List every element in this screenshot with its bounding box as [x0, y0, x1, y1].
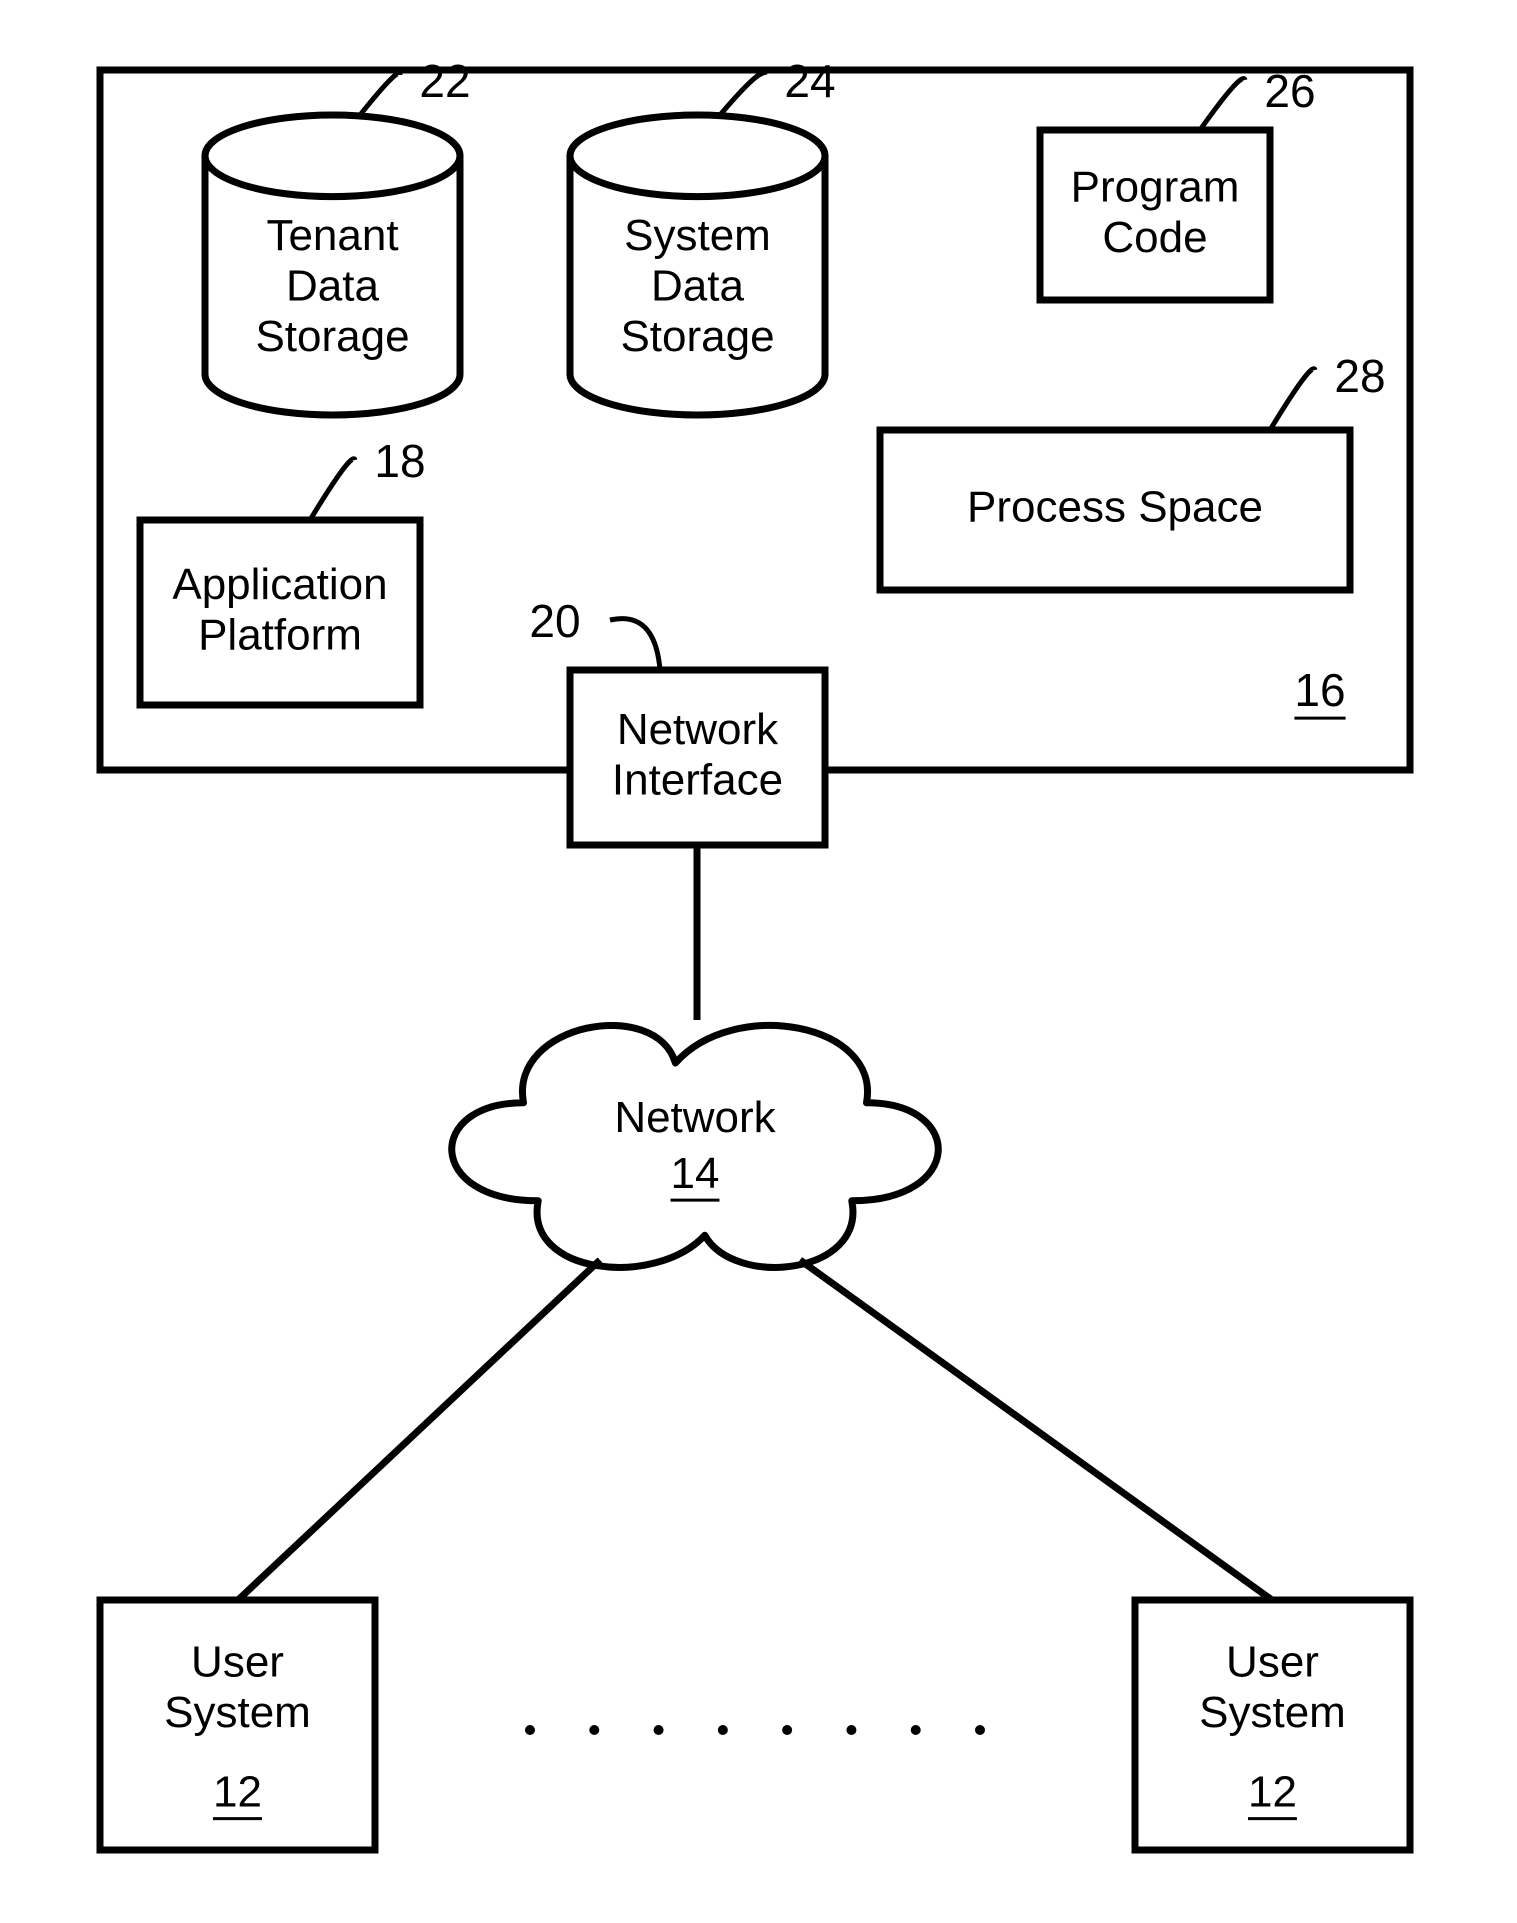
svg-text:Program: Program — [1071, 162, 1240, 211]
ellipsis-dot — [718, 1725, 728, 1735]
svg-text:16: 16 — [1294, 664, 1345, 716]
svg-text:22: 22 — [419, 55, 470, 107]
ellipsis-dot — [782, 1725, 792, 1735]
svg-text:User: User — [1226, 1637, 1319, 1686]
svg-text:Storage: Storage — [255, 312, 409, 361]
svg-text:28: 28 — [1334, 350, 1385, 402]
svg-text:Platform: Platform — [198, 610, 362, 659]
svg-text:System: System — [1199, 1688, 1346, 1737]
svg-text:26: 26 — [1264, 65, 1315, 117]
ellipsis-dot — [589, 1725, 599, 1735]
ellipsis-dot — [846, 1725, 856, 1735]
svg-text:20: 20 — [529, 595, 580, 647]
svg-text:User: User — [191, 1637, 284, 1686]
svg-text:12: 12 — [1248, 1768, 1297, 1817]
ellipsis-dot — [975, 1725, 985, 1735]
svg-text:Network: Network — [617, 705, 779, 754]
svg-text:Code: Code — [1102, 213, 1207, 262]
svg-text:System: System — [624, 211, 771, 260]
svg-text:12: 12 — [213, 1768, 262, 1817]
svg-text:Application: Application — [172, 560, 387, 609]
svg-text:Network: Network — [614, 1093, 776, 1142]
svg-text:System: System — [164, 1688, 311, 1737]
svg-text:Data: Data — [286, 262, 379, 311]
svg-text:Tenant: Tenant — [266, 211, 398, 260]
edge-network-user_right — [800, 1260, 1272, 1600]
svg-text:Interface: Interface — [612, 755, 783, 804]
svg-text:Storage: Storage — [620, 312, 774, 361]
svg-text:Data: Data — [651, 262, 744, 311]
edge-network-user_left — [238, 1260, 600, 1600]
ellipsis-dot — [911, 1725, 921, 1735]
ellipsis-dot — [654, 1725, 664, 1735]
svg-text:Process Space: Process Space — [967, 483, 1263, 532]
ellipsis-dot — [525, 1725, 535, 1735]
svg-text:14: 14 — [671, 1149, 720, 1198]
svg-text:24: 24 — [784, 55, 835, 107]
svg-text:18: 18 — [374, 435, 425, 487]
